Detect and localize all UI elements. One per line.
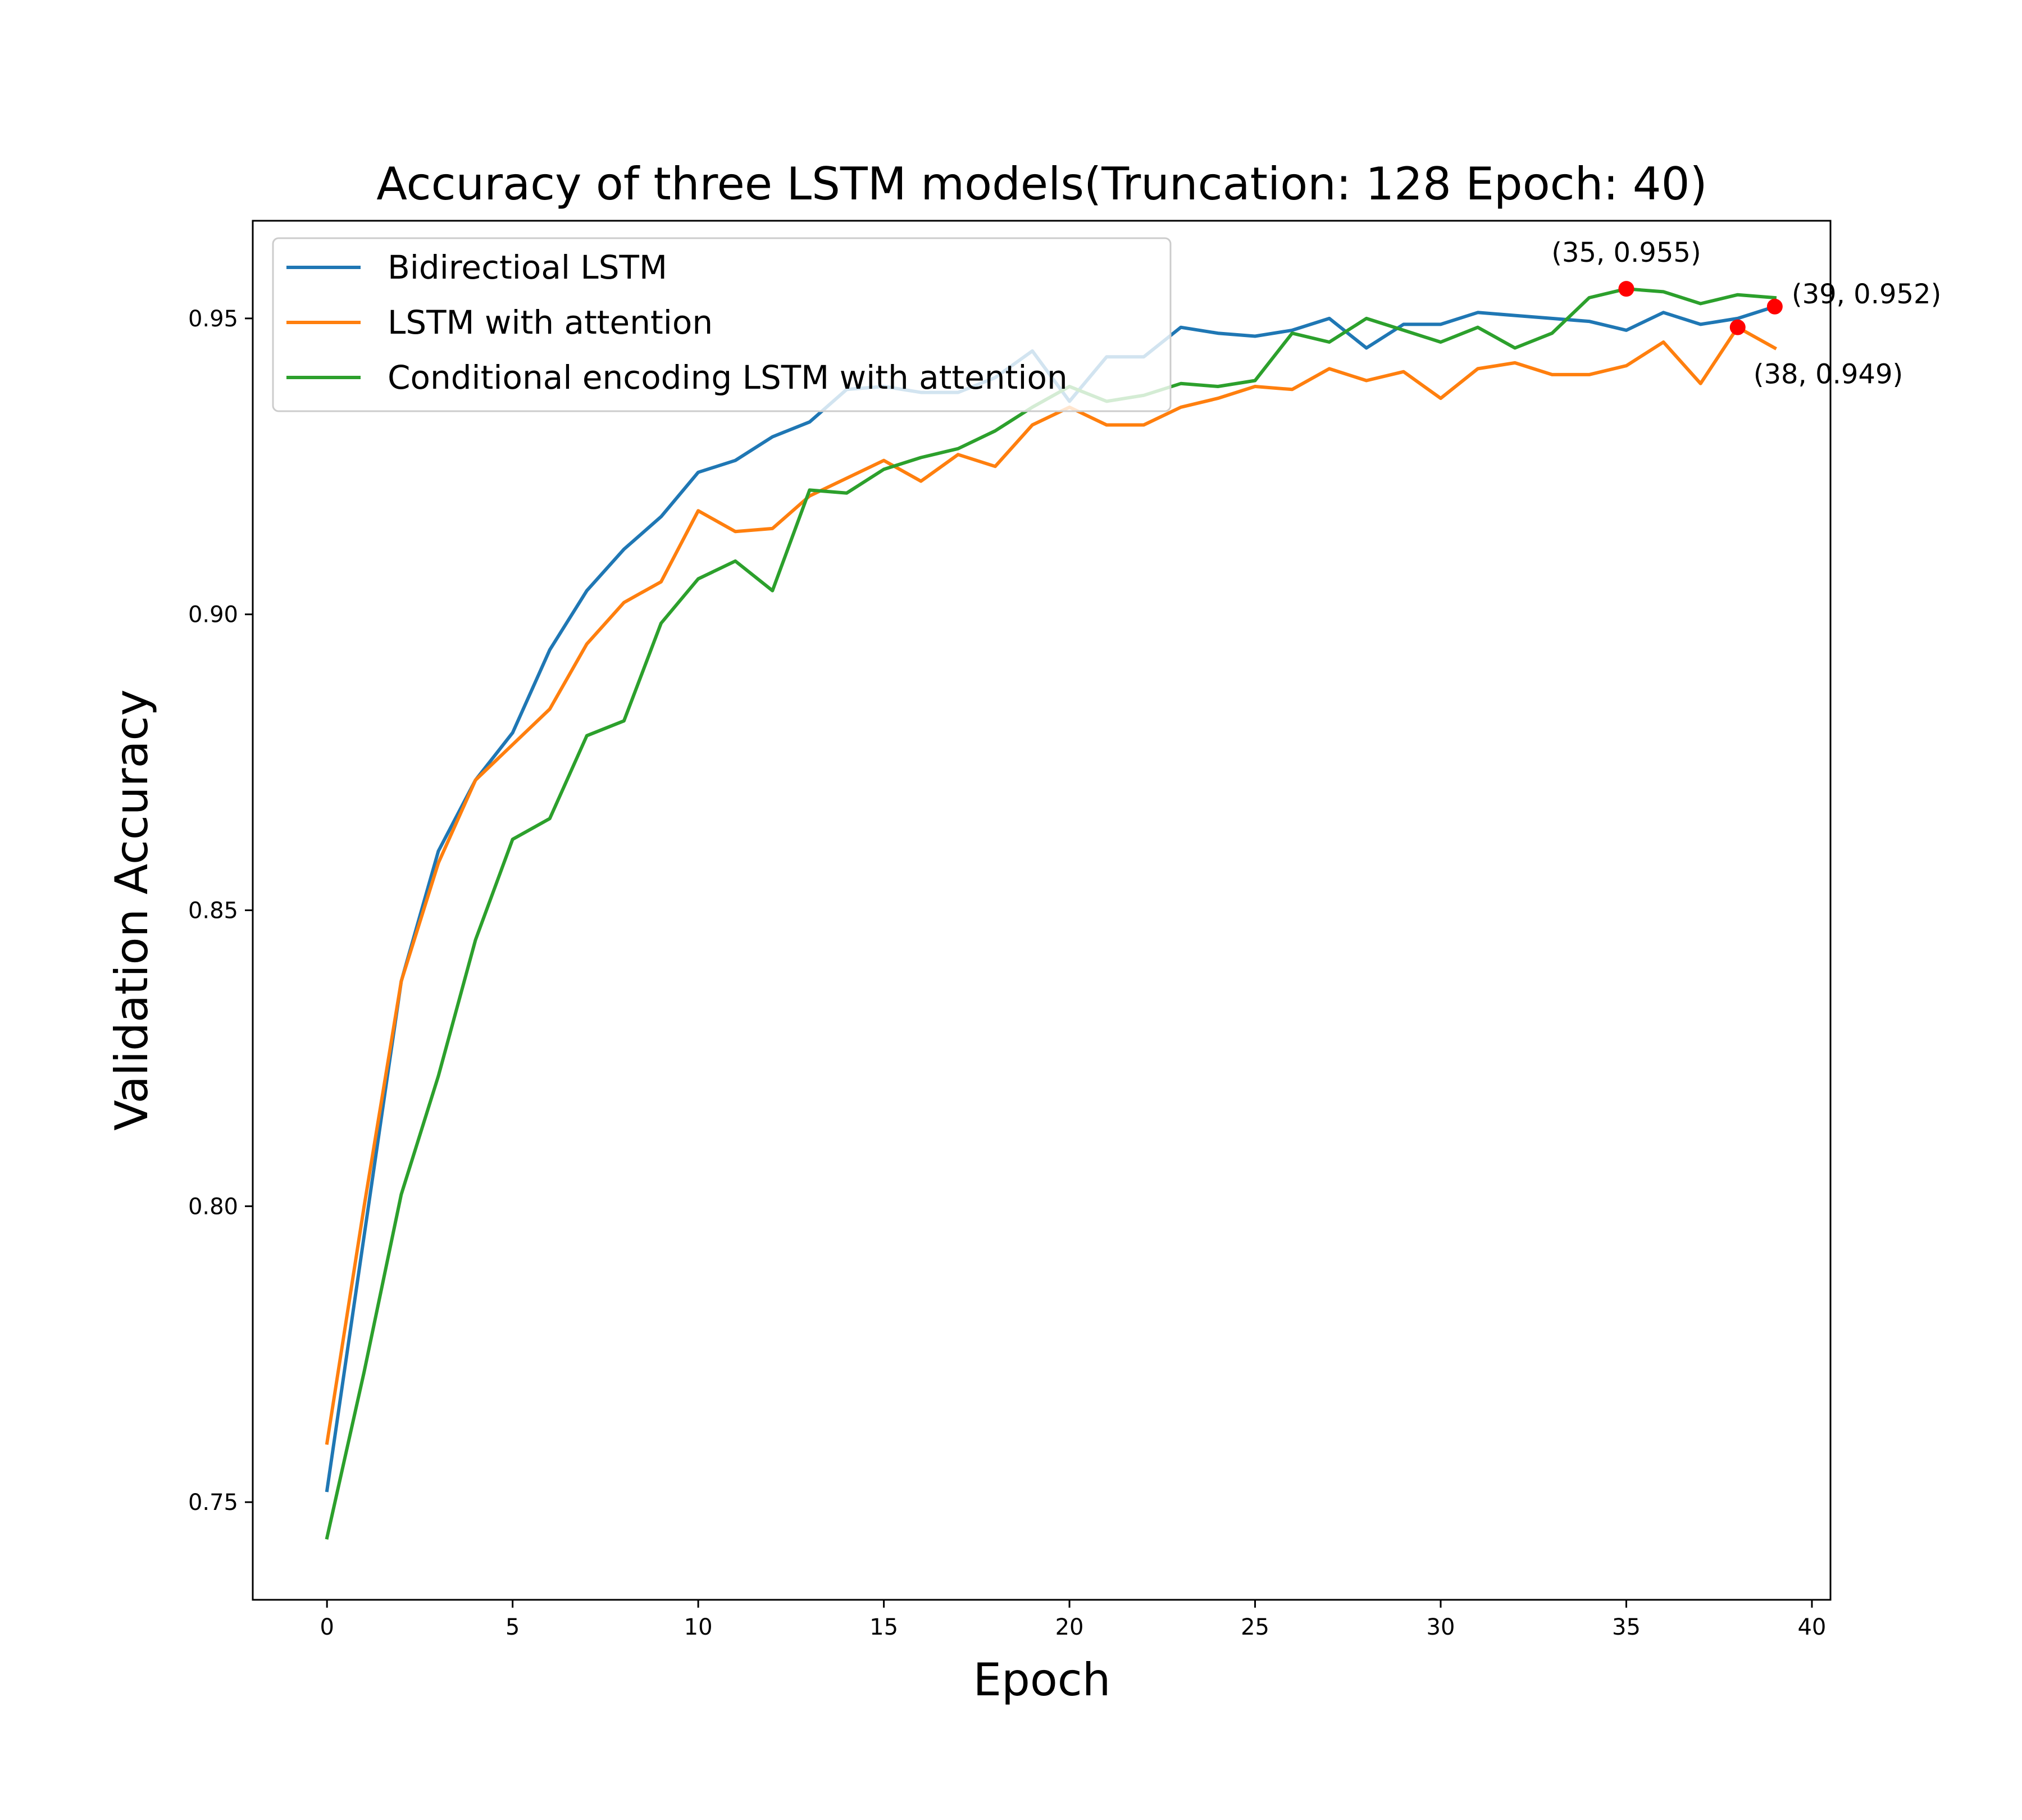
series-line-2 — [325, 325, 1777, 1445]
highlight-marker-2 — [1766, 298, 1783, 315]
y-tick-label: 0.80 — [188, 1194, 238, 1220]
x-tick-label: 15 — [869, 1614, 898, 1640]
x-tick-label: 30 — [1427, 1614, 1455, 1640]
legend-label-1: Bidirectioal LSTM — [388, 248, 667, 286]
y-axis: 0.75 0.80 0.85 0.90 0.95 — [188, 306, 253, 1516]
x-tick-label: 40 — [1797, 1614, 1826, 1640]
y-tick-label: 0.75 — [188, 1490, 238, 1516]
highlight-marker-1 — [1618, 281, 1634, 297]
legend-label-3: Conditional encoding LSTM with attention — [388, 358, 1068, 397]
x-tick-label: 25 — [1241, 1614, 1269, 1640]
y-tick-label: 0.85 — [188, 898, 238, 924]
y-axis-label: Validation Accuracy — [106, 689, 158, 1131]
highlight-marker-3 — [1729, 319, 1746, 335]
x-tick-label: 20 — [1055, 1614, 1084, 1640]
annotation-label-2: (39, 0.952) — [1792, 279, 1941, 310]
annotation-label-3: (38, 0.949) — [1754, 359, 1903, 390]
annotation-label-1: (35, 0.955) — [1551, 237, 1701, 269]
x-tick-label: 35 — [1612, 1614, 1641, 1640]
x-tick-label: 0 — [320, 1614, 334, 1640]
marker-layer — [1618, 281, 1783, 335]
x-tick-label: 10 — [684, 1614, 713, 1640]
annotation-layer: (35, 0.955) (39, 0.952) (38, 0.949) — [1551, 237, 1941, 390]
x-axis: 0 5 10 15 20 25 30 35 40 — [320, 1600, 1826, 1640]
legend: Bidirectioal LSTM LSTM with attention Cond… — [272, 237, 1172, 412]
legend-label-2: LSTM with attention — [388, 303, 713, 342]
x-tick-label: 5 — [506, 1614, 520, 1640]
y-tick-label: 0.95 — [188, 306, 238, 332]
x-axis-label: Epoch — [973, 1654, 1111, 1706]
chart-title: Accuracy of three LSTM models(Truncation… — [376, 158, 1707, 210]
y-tick-label: 0.90 — [188, 602, 238, 628]
legend-box — [272, 237, 1172, 412]
